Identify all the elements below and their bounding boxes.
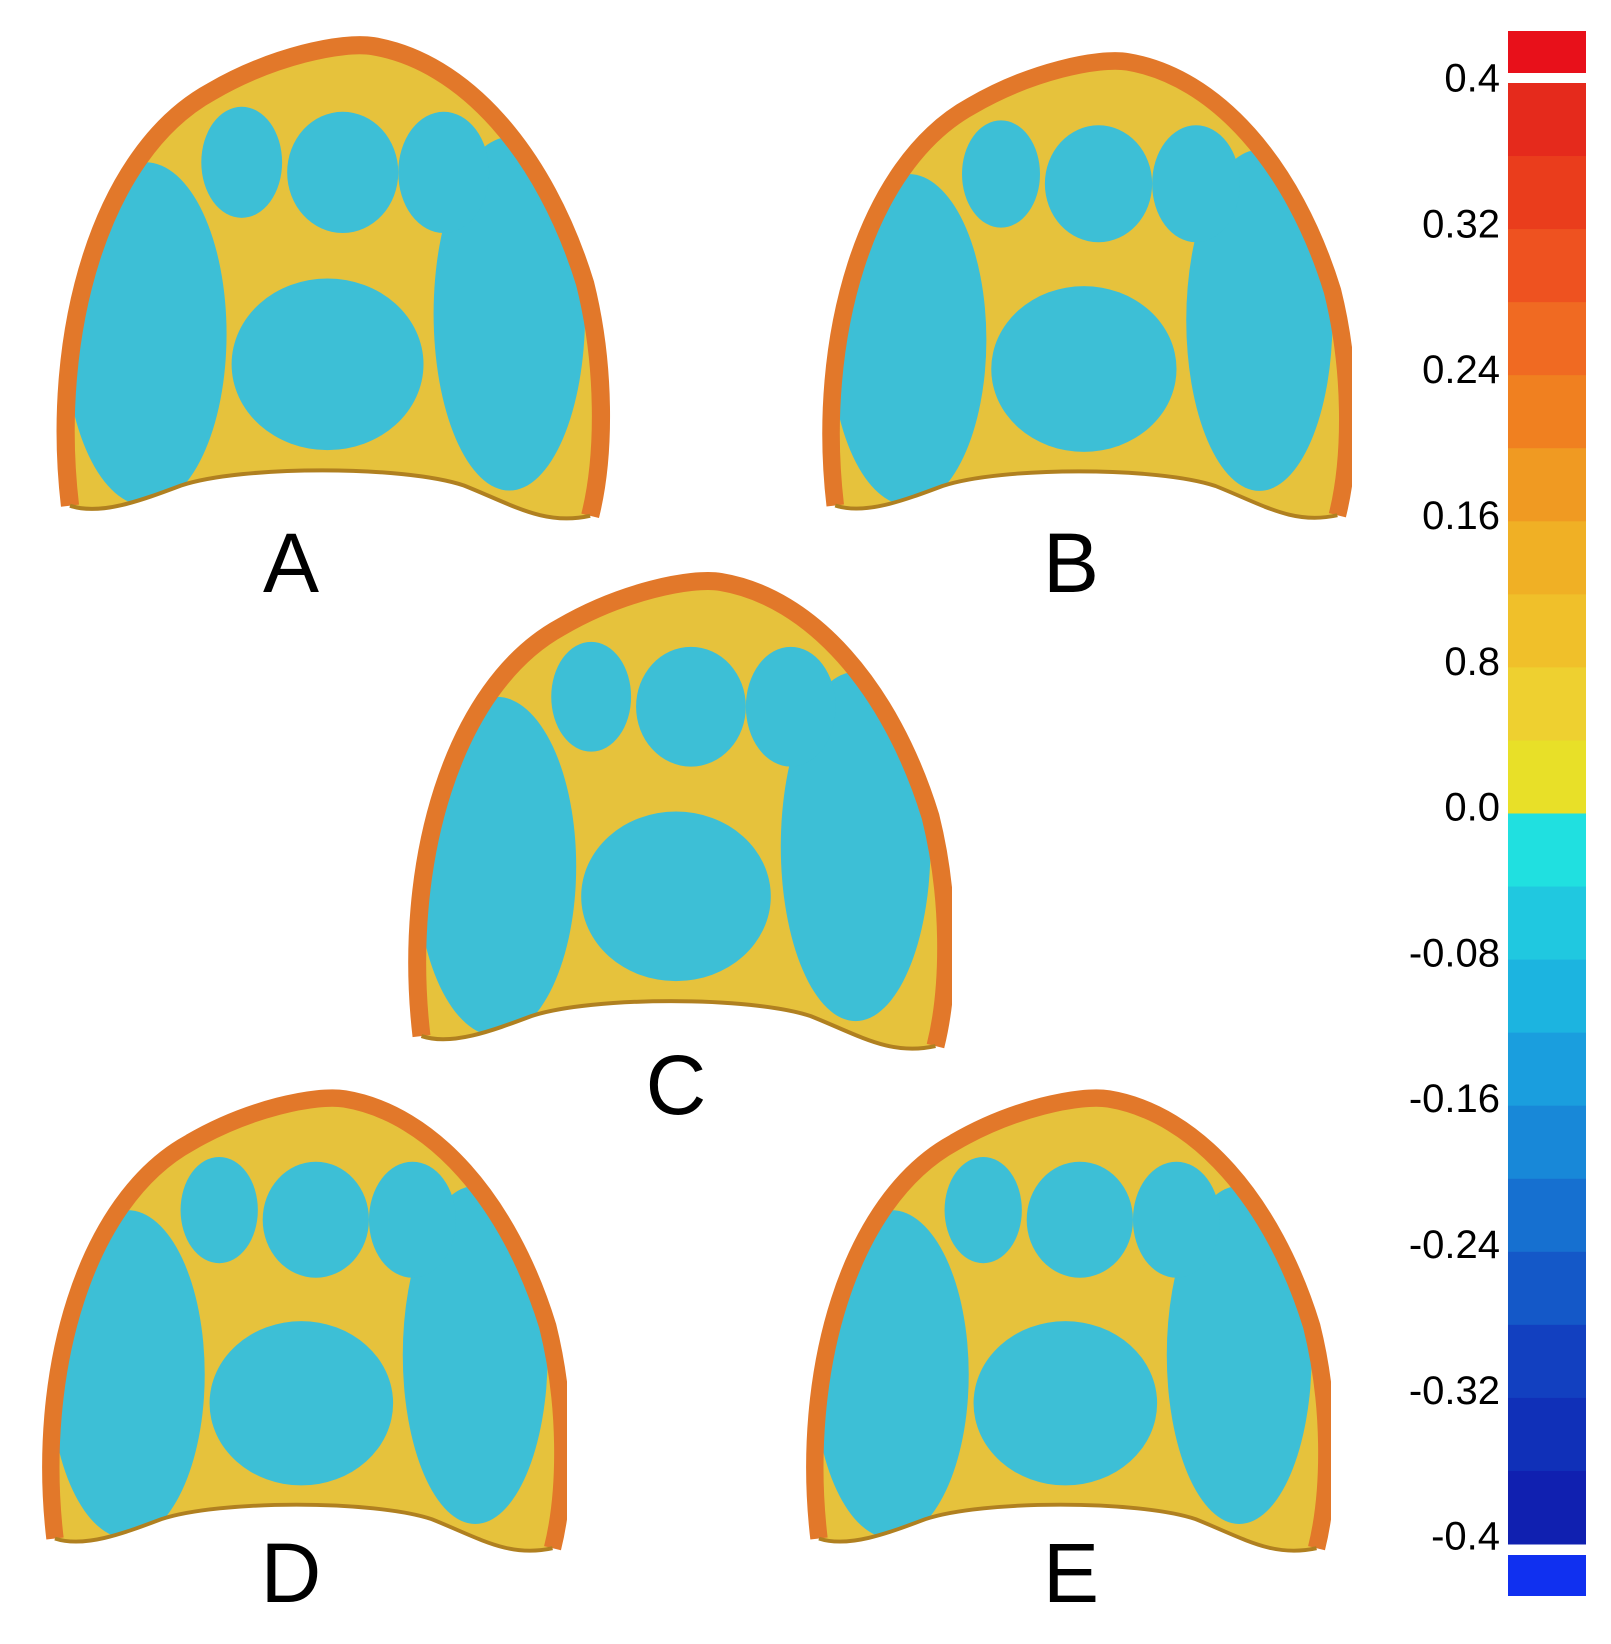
colorbar-segment <box>1508 1470 1586 1545</box>
panel-label: C <box>646 1038 707 1132</box>
panel-label: B <box>1043 516 1099 610</box>
colorbar: 0.4 0.32 0.24 0.16 0.8 0.0 -0.08 -0.16 -0.24 -0.3… <box>1409 31 1586 1596</box>
colorbar-segment <box>1508 229 1586 303</box>
colorbar-tick-label: -0.08 <box>1409 931 1500 975</box>
panel-label: E <box>1043 1526 1099 1620</box>
colorbar-over <box>1508 31 1586 73</box>
colorbar-segment <box>1508 886 1586 961</box>
colorbar-segment <box>1508 83 1586 157</box>
colorbar-tick-label: -0.16 <box>1409 1077 1500 1121</box>
colorbar-segment <box>1508 1324 1586 1399</box>
colorbar-segment <box>1508 302 1586 376</box>
palate-scan <box>50 1098 563 1551</box>
palate-scan <box>814 1098 1327 1551</box>
colorbar-tick-label: 0.4 <box>1444 57 1500 101</box>
colorbar-segment <box>1508 521 1586 595</box>
panel-label: A <box>263 516 319 610</box>
colorbar-segment <box>1508 1032 1586 1107</box>
colorbar-tick-label: 0.16 <box>1422 494 1500 538</box>
colorbar-tick-label: 0.32 <box>1422 202 1500 246</box>
palate-scan <box>417 581 947 1049</box>
colorbar-segment <box>1508 813 1586 888</box>
colorbar-tick-label: -0.4 <box>1431 1515 1500 1559</box>
colorbar-segment <box>1508 667 1586 741</box>
colorbar-segment <box>1508 1105 1586 1180</box>
colorbar-segment <box>1508 1397 1586 1472</box>
colorbar-segment <box>1508 1251 1586 1326</box>
colorbar-tick-label: 0.24 <box>1422 348 1500 392</box>
colorbar-segment <box>1508 740 1586 814</box>
panel-label: D <box>261 1526 322 1620</box>
colorbar-segment <box>1508 959 1586 1034</box>
colorbar-segment <box>1508 156 1586 230</box>
palate-scan <box>830 61 1347 518</box>
colorbar-tick-label: 0.8 <box>1444 640 1500 684</box>
colorbar-segment <box>1508 448 1586 522</box>
colorbar-tick-label: -0.24 <box>1409 1223 1500 1267</box>
colorbar-segment <box>1508 594 1586 668</box>
colorbar-segment <box>1508 375 1586 449</box>
colorbar-under <box>1508 1555 1586 1596</box>
colorbar-tick-label: -0.32 <box>1409 1369 1500 1413</box>
palate-scan <box>65 45 601 518</box>
colorbar-segment <box>1508 1178 1586 1253</box>
colorbar-tick-label: 0.0 <box>1444 786 1500 830</box>
